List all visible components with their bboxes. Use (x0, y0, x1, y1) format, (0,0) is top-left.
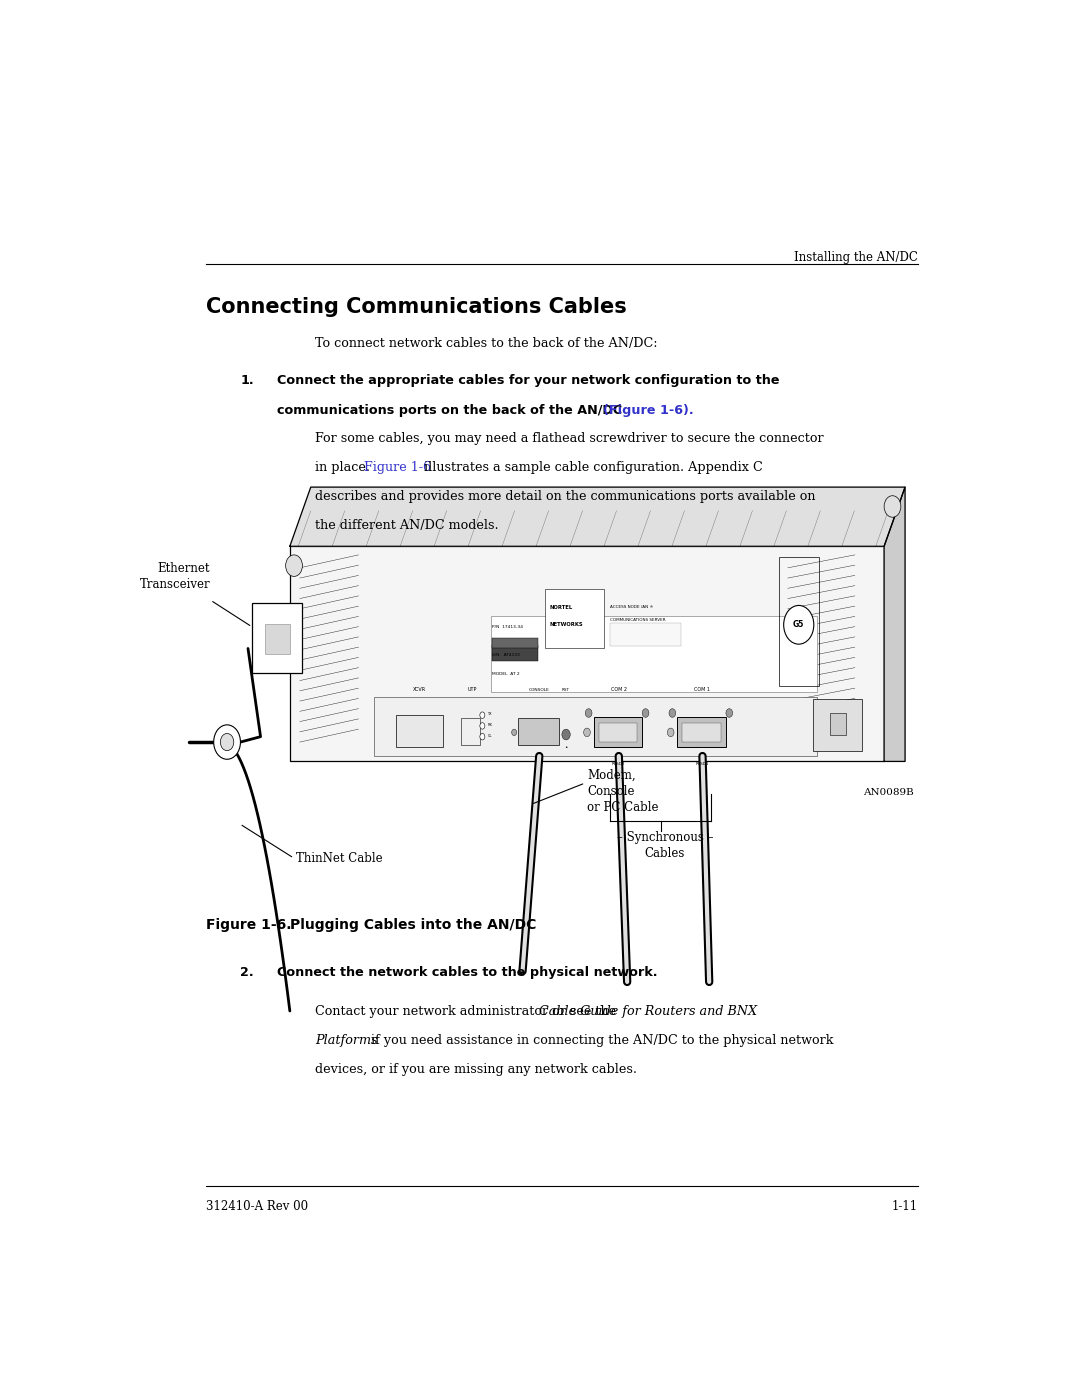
Bar (253, 602, 302, 673)
Text: COMMUNICATIONS SERVER: COMMUNICATIONS SERVER (609, 619, 665, 622)
Polygon shape (885, 488, 905, 761)
Circle shape (667, 728, 674, 736)
Circle shape (220, 733, 233, 750)
Text: 2.: 2. (241, 965, 254, 979)
Text: Contact your network administrator or see the: Contact your network administrator or se… (315, 1004, 620, 1017)
Bar (461, 718, 480, 745)
Bar (594, 717, 643, 747)
Text: RX: RX (487, 722, 492, 726)
Text: RST: RST (562, 687, 570, 692)
Text: CL: CL (487, 733, 491, 738)
Text: For some cables, you may need a flathead screwdriver to secure the connector: For some cables, you may need a flathead… (315, 432, 824, 446)
Circle shape (480, 722, 485, 729)
Text: 1-11: 1-11 (891, 1200, 918, 1214)
Bar (492, 637, 539, 648)
Text: Modem,
Console
or PC Cable: Modem, Console or PC Cable (588, 768, 659, 814)
Text: RLSD1: RLSD1 (696, 763, 710, 767)
Text: if you need assistance in connecting the AN/DC to the physical network: if you need assistance in connecting the… (367, 1034, 834, 1046)
Text: NORTEL: NORTEL (550, 605, 572, 610)
Text: describes and provides more detail on the communications ports available on: describes and provides more detail on th… (315, 490, 815, 503)
Text: Plugging Cables into the AN/DC: Plugging Cables into the AN/DC (289, 918, 537, 932)
Circle shape (583, 728, 591, 736)
Bar (683, 722, 721, 742)
Text: NETWORKS: NETWORKS (550, 622, 583, 627)
Circle shape (885, 496, 901, 517)
Bar (518, 718, 558, 745)
Text: COM 2: COM 2 (611, 686, 626, 692)
Circle shape (643, 708, 649, 717)
Circle shape (585, 708, 592, 717)
Circle shape (285, 555, 302, 577)
Text: Platforms: Platforms (315, 1034, 378, 1046)
Bar (779, 557, 819, 686)
Bar (289, 546, 885, 761)
Text: •: • (565, 745, 568, 750)
Text: Figure 1-6: Figure 1-6 (364, 461, 431, 475)
Bar (396, 715, 443, 747)
Bar (609, 623, 680, 647)
Circle shape (480, 733, 485, 740)
Text: To connect network cables to the back of the AN/DC:: To connect network cables to the back of… (315, 337, 658, 349)
Circle shape (726, 708, 732, 717)
Text: XCVR: XCVR (413, 686, 427, 692)
Text: the different AN/DC models.: the different AN/DC models. (315, 520, 499, 532)
Text: ACCESS NODE /AN ®: ACCESS NODE /AN ® (609, 605, 653, 609)
Bar (374, 697, 818, 756)
Text: Connect the appropriate cables for your network configuration to the: Connect the appropriate cables for your … (278, 374, 780, 387)
Bar (677, 717, 726, 747)
Text: in place.: in place. (315, 461, 374, 475)
Text: CONSOLE: CONSOLE (529, 687, 550, 692)
Polygon shape (289, 488, 905, 546)
Text: AN0089B: AN0089B (863, 788, 914, 798)
Text: Cable Guide for Routers and BNX: Cable Guide for Routers and BNX (539, 1004, 757, 1017)
Bar (545, 590, 604, 648)
Text: – Synchronous –
Cables: – Synchronous – Cables (617, 831, 713, 861)
Bar (829, 712, 847, 735)
Text: Connect the network cables to the physical network.: Connect the network cables to the physic… (278, 965, 658, 979)
Bar (813, 698, 862, 750)
Text: P/N  17413-34: P/N 17413-34 (492, 624, 524, 629)
Circle shape (480, 712, 485, 718)
Bar (490, 616, 818, 692)
Text: (Figure 1-6).: (Figure 1-6). (603, 404, 693, 418)
Circle shape (512, 729, 516, 736)
Circle shape (784, 605, 814, 644)
Text: illustrates a sample cable configuration. Appendix C: illustrates a sample cable configuration… (420, 461, 764, 475)
Text: Connecting Communications Cables: Connecting Communications Cables (206, 296, 626, 317)
Text: Figure 1-6.: Figure 1-6. (206, 918, 292, 932)
Text: COM 1: COM 1 (694, 686, 711, 692)
Text: UTP: UTP (468, 686, 477, 692)
Text: communications ports on the back of the AN/DC: communications ports on the back of the … (278, 404, 627, 418)
Text: Ethernet
Transceiver: Ethernet Transceiver (139, 563, 211, 591)
Bar (492, 645, 539, 661)
Text: RLSD2: RLSD2 (612, 763, 625, 767)
Circle shape (562, 729, 570, 740)
Bar (598, 722, 637, 742)
Text: Installing the AN/DC: Installing the AN/DC (794, 251, 918, 264)
Text: devices, or if you are missing any network cables.: devices, or if you are missing any netwo… (315, 1063, 637, 1076)
Text: S/N   AT4133: S/N AT4133 (492, 652, 521, 657)
Text: ThinNet Cable: ThinNet Cable (296, 852, 382, 865)
Text: 312410-A Rev 00: 312410-A Rev 00 (206, 1200, 308, 1214)
Circle shape (669, 708, 676, 717)
Text: MODEL  AT 2: MODEL AT 2 (492, 672, 521, 676)
Circle shape (214, 725, 241, 760)
Bar (265, 623, 289, 654)
Text: G5: G5 (793, 620, 805, 629)
Text: TX: TX (487, 712, 491, 717)
Text: 1.: 1. (241, 374, 254, 387)
